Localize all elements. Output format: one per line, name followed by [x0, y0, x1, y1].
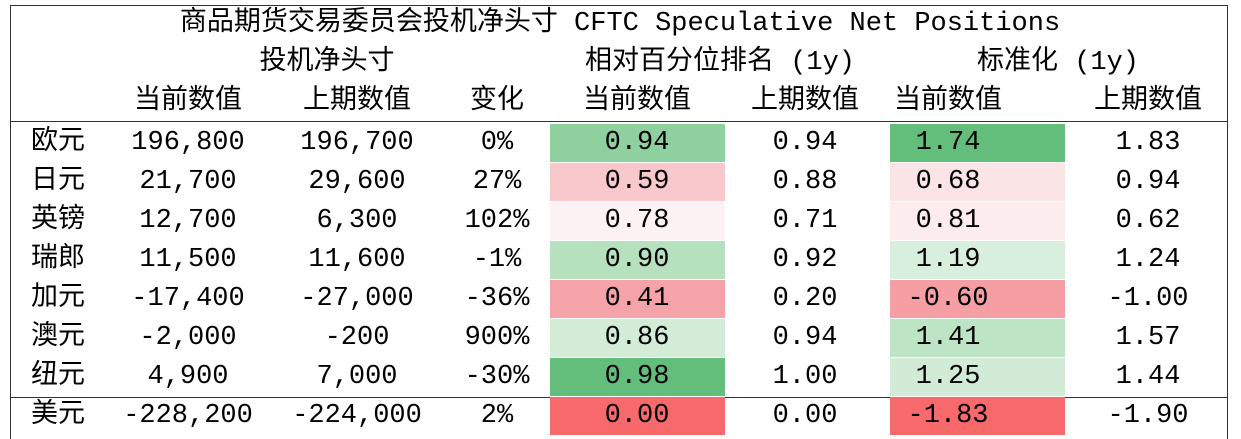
cell: 0.20 [772, 284, 838, 314]
border [1227, 5, 1228, 439]
heat-cell [890, 124, 1065, 162]
heat-cell [550, 202, 725, 240]
cell: 0.78 [604, 206, 670, 236]
cell: 21,700 [139, 167, 237, 197]
cell: 102% [464, 206, 530, 236]
cell: 0.88 [772, 167, 838, 197]
cell: -30% [464, 362, 530, 392]
heat-cell [890, 202, 1065, 240]
row-label: 日元 [31, 167, 85, 197]
row-label: 英镑 [31, 206, 85, 236]
cell: 7,000 [316, 362, 398, 392]
cell: -200 [324, 323, 390, 353]
column-header: 上期数值 [303, 87, 411, 117]
cell: 0.94 [1115, 167, 1181, 197]
cell: 196,800 [131, 128, 245, 158]
cell: 900% [464, 323, 530, 353]
cell: 6,300 [316, 206, 398, 236]
group-header: 标准化 (1y) [976, 48, 1140, 78]
cell: 0.92 [772, 245, 838, 275]
cell: -1.83 [907, 401, 989, 431]
cell: 196,700 [300, 128, 414, 158]
cell: -2,000 [139, 323, 237, 353]
cell: 0.59 [604, 167, 670, 197]
cell: 0.98 [604, 362, 670, 392]
cell: -228,200 [123, 401, 253, 431]
cell: 0.94 [772, 323, 838, 353]
border [10, 5, 11, 439]
cell: 1.19 [915, 245, 981, 275]
cell: 27% [472, 167, 522, 197]
cell: 1.25 [915, 362, 981, 392]
cell: 1.44 [1115, 362, 1181, 392]
cell: 11,600 [308, 245, 406, 275]
heat-cell [550, 358, 725, 396]
cell: -1% [472, 245, 522, 275]
row-label: 纽元 [31, 362, 85, 392]
column-header: 上期数值 [751, 87, 859, 117]
rule [10, 121, 1228, 122]
cell: 0.00 [604, 401, 670, 431]
column-header: 当前数值 [583, 87, 691, 117]
heat-cell [550, 397, 725, 435]
column-header: 当前数值 [134, 87, 242, 117]
cell: 1.24 [1115, 245, 1181, 275]
heat-cell [550, 124, 725, 162]
row-label: 美元 [31, 401, 85, 431]
column-header: 当前数值 [894, 87, 1002, 117]
heat-cell [890, 358, 1065, 396]
cell: 12,700 [139, 206, 237, 236]
border [10, 5, 1228, 6]
cell: -36% [464, 284, 530, 314]
cell: -1.90 [1107, 401, 1189, 431]
cell: 0.90 [604, 245, 670, 275]
cell: 1.83 [1115, 128, 1181, 158]
row-label: 欧元 [31, 128, 85, 158]
title: 商品期货交易委员会投机净头寸 CFTC Speculative Net Posi… [179, 9, 1061, 39]
column-header: 变化 [470, 87, 524, 117]
cell: -1.00 [1107, 284, 1189, 314]
cell: 1.41 [915, 323, 981, 353]
cell: 1.74 [915, 128, 981, 158]
cell: -27,000 [300, 284, 414, 314]
cell: -0.60 [907, 284, 989, 314]
group-header: 投机净头寸 [259, 48, 395, 78]
cell: 0.81 [915, 206, 981, 236]
heat-cell [890, 319, 1065, 357]
cell: 0.62 [1115, 206, 1181, 236]
cell: 0% [480, 128, 514, 158]
heat-cell [550, 241, 725, 279]
heat-cell [890, 241, 1065, 279]
cell: 0.68 [915, 167, 981, 197]
cell: 29,600 [308, 167, 406, 197]
row-label: 加元 [31, 284, 85, 314]
cell: 4,900 [147, 362, 229, 392]
cell: 0.00 [772, 401, 838, 431]
cell: 2% [480, 401, 514, 431]
cell: 0.94 [604, 128, 670, 158]
heat-cell [550, 163, 725, 201]
heat-cell [890, 163, 1065, 201]
column-header: 上期数值 [1094, 87, 1202, 117]
cell: -224,000 [292, 401, 422, 431]
cell: -17,400 [131, 284, 245, 314]
cell: 0.71 [772, 206, 838, 236]
heat-cell [890, 280, 1065, 318]
row-label: 澳元 [31, 323, 85, 353]
group-header: 相对百分位排名 (1y) [584, 48, 856, 78]
heat-cell [550, 280, 725, 318]
cell: 0.94 [772, 128, 838, 158]
cell: 1.00 [772, 362, 838, 392]
cell: 11,500 [139, 245, 237, 275]
heat-cell [550, 319, 725, 357]
row-label: 瑞郎 [31, 245, 85, 275]
cell: 0.41 [604, 284, 670, 314]
heat-cell [890, 397, 1065, 435]
cell: 0.86 [604, 323, 670, 353]
cell: 1.57 [1115, 323, 1181, 353]
